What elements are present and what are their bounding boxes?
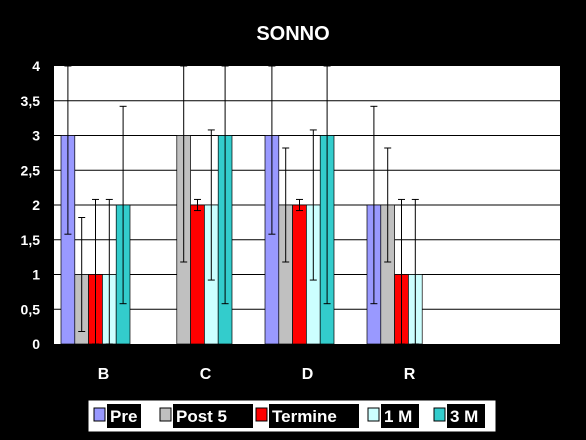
legend-swatch bbox=[255, 407, 268, 422]
legend-item: 1 M bbox=[367, 404, 419, 428]
y-tick-label: 2 bbox=[32, 197, 40, 213]
legend-label: Post 5 bbox=[176, 407, 227, 426]
error-bar bbox=[105, 198, 113, 345]
error-bar bbox=[309, 129, 317, 281]
error-bar bbox=[296, 198, 303, 212]
y-tick-label: 1 bbox=[32, 267, 40, 283]
legend-label-bg bbox=[269, 404, 359, 428]
error-bar bbox=[119, 105, 127, 305]
legend-label-bg bbox=[107, 404, 141, 428]
error-bar bbox=[268, 65, 276, 235]
legend-label-bg bbox=[447, 404, 485, 428]
legend-swatch bbox=[367, 407, 380, 422]
y-tick-label: 3 bbox=[32, 128, 40, 144]
legend-label: Termine bbox=[272, 407, 337, 426]
legend-label: Pre bbox=[110, 407, 137, 426]
x-tick-label: D bbox=[302, 366, 314, 383]
y-tick-label: 0 bbox=[32, 336, 40, 352]
error-bar bbox=[207, 129, 215, 281]
legend-label-bg bbox=[381, 404, 419, 428]
legend-item: Post 5 bbox=[159, 404, 253, 428]
legend-swatch bbox=[433, 407, 446, 422]
error-bar bbox=[92, 198, 99, 345]
legend-label: 1 M bbox=[384, 407, 412, 426]
error-bar bbox=[194, 198, 201, 212]
error-bar bbox=[384, 147, 392, 263]
legend-item: Pre bbox=[93, 404, 141, 428]
y-tick-label: 3,5 bbox=[21, 93, 41, 109]
bar bbox=[190, 204, 205, 345]
error-bar bbox=[221, 65, 229, 305]
legend-label-bg bbox=[173, 404, 253, 428]
legend-swatch bbox=[93, 407, 106, 422]
y-tick-label: 0,5 bbox=[21, 301, 41, 317]
y-tick-label: 1,5 bbox=[21, 232, 41, 248]
legend-item: 3 M bbox=[433, 404, 485, 428]
error-bar bbox=[64, 65, 72, 235]
legend-item: Termine bbox=[255, 404, 359, 428]
x-tick-label: R bbox=[404, 366, 416, 383]
chart-title: SONNO bbox=[256, 23, 329, 45]
x-tick-label: C bbox=[200, 366, 212, 383]
x-tick-label: B bbox=[98, 366, 110, 383]
error-bar bbox=[398, 198, 405, 345]
y-tick-label: 4 bbox=[32, 58, 40, 74]
error-bars bbox=[64, 65, 419, 345]
y-tick-label: 2,5 bbox=[21, 162, 41, 178]
error-bar bbox=[411, 198, 419, 345]
y-axis: 0 0,5 1 1,5 2 2,5 3 3,5 4 bbox=[21, 58, 41, 352]
error-bar bbox=[180, 65, 188, 263]
error-bar bbox=[78, 217, 86, 332]
legend-label: 3 M bbox=[450, 407, 478, 426]
bar bbox=[292, 204, 307, 345]
error-bar bbox=[370, 105, 378, 305]
legend: Pre Post 5 Termine 1 M 3 M bbox=[87, 399, 497, 433]
legend-swatch bbox=[159, 407, 172, 422]
error-bar bbox=[282, 147, 290, 263]
error-bar bbox=[323, 65, 331, 305]
